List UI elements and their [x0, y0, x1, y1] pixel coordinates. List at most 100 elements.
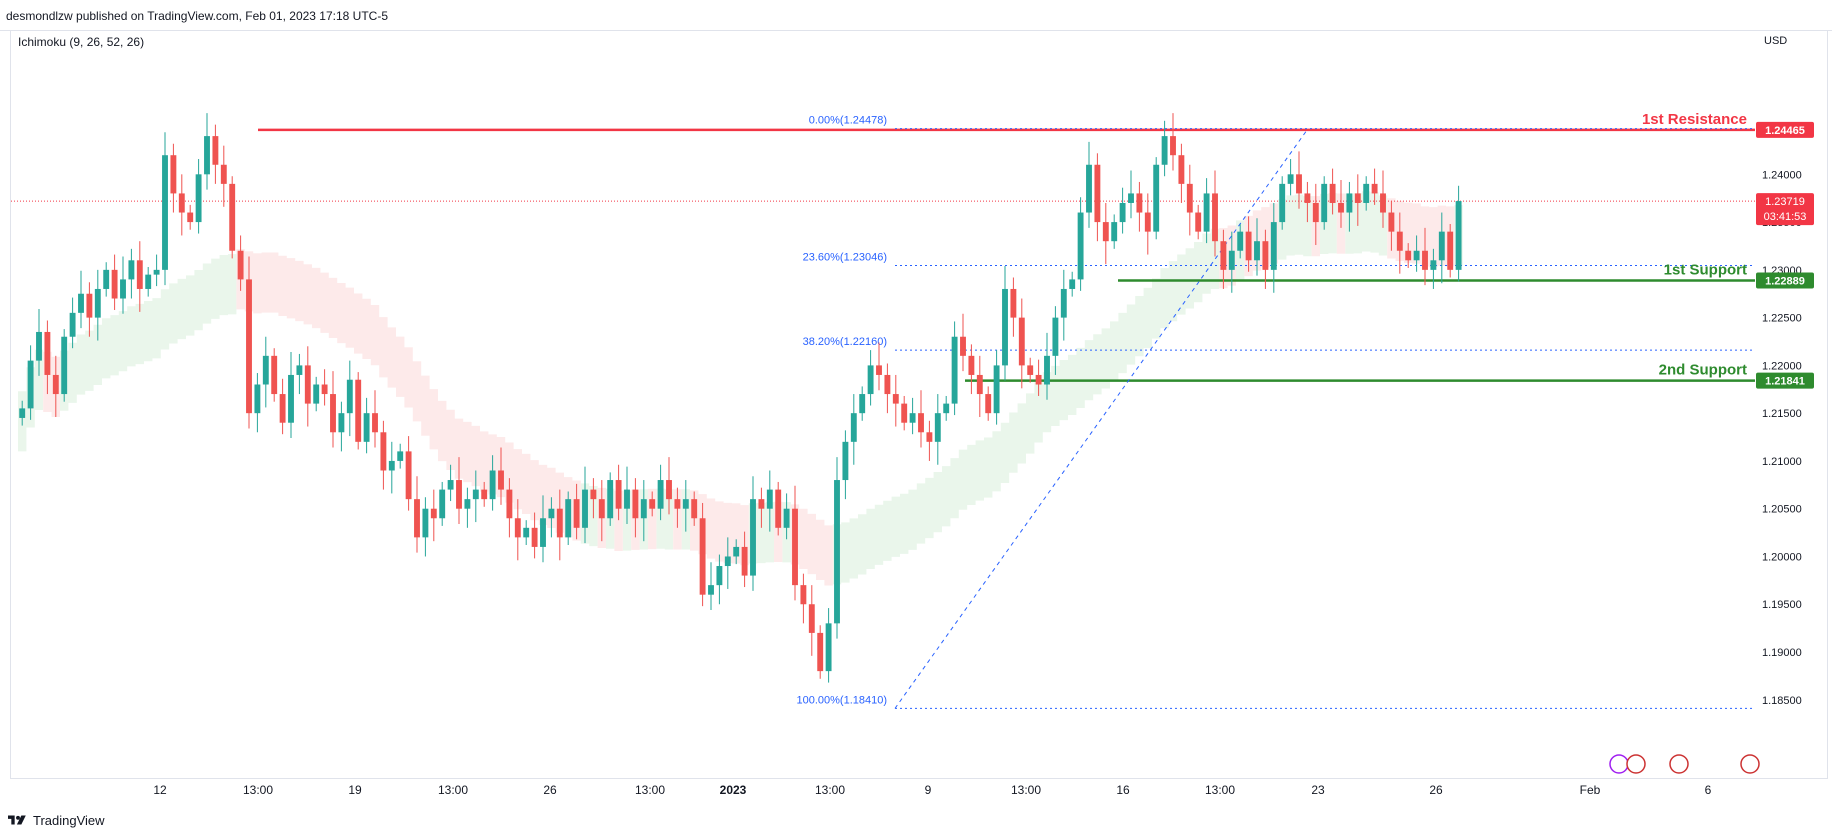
- x-tick-label: 13:00: [243, 783, 273, 797]
- candle-body: [783, 508, 790, 528]
- candle-body: [523, 527, 530, 538]
- candle: [531, 512, 538, 559]
- candle-body: [960, 336, 966, 356]
- candle-body: [1346, 193, 1353, 213]
- candle-body: [750, 499, 756, 576]
- candle-body: [1287, 174, 1294, 184]
- candle: [565, 491, 572, 546]
- candle: [338, 401, 345, 452]
- x-tick-label: 13:00: [438, 783, 468, 797]
- candle: [842, 430, 849, 500]
- candle-body: [86, 293, 93, 318]
- candle: [1144, 193, 1151, 255]
- candle-body: [1447, 231, 1454, 270]
- candle-body: [103, 269, 110, 289]
- candle: [78, 270, 84, 329]
- x-tick-label: 9: [925, 783, 932, 797]
- candle: [951, 321, 958, 416]
- candle-body: [800, 585, 807, 605]
- candle: [1254, 218, 1260, 276]
- candle-body: [884, 374, 891, 395]
- candle-body: [1052, 317, 1059, 356]
- candle: [1111, 214, 1118, 249]
- candle: [372, 390, 378, 448]
- candle: [1220, 229, 1227, 289]
- candle-body: [1371, 183, 1378, 194]
- candle: [716, 554, 723, 605]
- candle: [313, 376, 320, 412]
- candle-body: [1422, 250, 1428, 270]
- candle-body: [1237, 231, 1244, 251]
- candle: [817, 625, 824, 679]
- candle-body: [254, 384, 261, 414]
- candle-body: [1044, 355, 1050, 385]
- candle: [456, 457, 462, 524]
- candle-body: [901, 403, 908, 423]
- candle: [27, 345, 34, 420]
- candle: [19, 400, 26, 426]
- candle-body: [1212, 193, 1218, 242]
- candle: [1128, 170, 1134, 219]
- y-tick-label: 1.20000: [1762, 551, 1802, 563]
- price-chart[interactable]: 0.00%(1.24478) 23.60%(1.23046) 38.20%(1.22…: [0, 0, 1832, 806]
- candle-body: [1228, 250, 1235, 270]
- candle-body: [1136, 193, 1143, 213]
- candle-body: [632, 489, 639, 519]
- candle-body: [498, 470, 504, 490]
- candle: [489, 455, 496, 511]
- level-name: 2nd Support: [1659, 362, 1747, 379]
- indicator-label[interactable]: Ichimoku (9, 26, 52, 26): [18, 35, 145, 49]
- candle-body: [607, 480, 614, 519]
- candle: [69, 297, 76, 349]
- x-tick-label: Feb: [1580, 783, 1601, 797]
- candle-body: [229, 183, 236, 251]
- candle-body: [1102, 222, 1109, 242]
- chart-frame[interactable]: [10, 30, 1828, 779]
- candle-body: [514, 518, 521, 538]
- candle: [330, 371, 336, 448]
- candles: [19, 113, 1462, 683]
- candle-body: [934, 413, 941, 442]
- candle: [582, 466, 588, 544]
- y-tick-label: 1.19500: [1762, 599, 1802, 611]
- candle-body: [111, 269, 118, 299]
- candle-body: [472, 489, 479, 500]
- candle-body: [162, 155, 168, 270]
- fibonacci-retracement: 0.00%(1.24478) 23.60%(1.23046) 38.20%(1.22…: [796, 115, 1755, 709]
- current-price-label: 1.23719: [1765, 196, 1805, 208]
- candle: [481, 481, 488, 507]
- candle-body: [733, 546, 740, 557]
- y-tick-label: 1.20500: [1762, 504, 1802, 516]
- candle: [397, 443, 404, 469]
- candle: [355, 372, 362, 450]
- candle-body: [540, 518, 546, 547]
- candle: [926, 420, 933, 461]
- candle: [111, 254, 118, 310]
- candle: [1438, 212, 1445, 284]
- level-price-label: 1.21841: [1765, 376, 1805, 388]
- level-name: 1st Support: [1664, 261, 1747, 278]
- cloud-bearish: [43, 193, 1455, 586]
- candle-body: [153, 269, 160, 275]
- candle-body: [951, 336, 958, 404]
- candle-body: [220, 164, 227, 184]
- candle-body: [44, 331, 51, 375]
- candle-body: [1262, 241, 1269, 270]
- candle-body: [464, 499, 471, 509]
- candle: [1396, 212, 1403, 274]
- candle: [825, 608, 832, 683]
- candle-body: [556, 508, 563, 538]
- candle: [985, 386, 992, 421]
- candle-body: [598, 499, 605, 519]
- candle-body: [531, 527, 538, 547]
- candle: [61, 329, 68, 402]
- candle: [321, 369, 328, 406]
- candle-body: [1254, 241, 1260, 261]
- candle: [523, 520, 530, 546]
- candle: [884, 363, 891, 414]
- candle: [44, 320, 51, 395]
- candle: [615, 464, 622, 521]
- candle: [800, 573, 807, 624]
- y-tick-label: 1.21000: [1762, 456, 1802, 468]
- candle: [447, 464, 454, 502]
